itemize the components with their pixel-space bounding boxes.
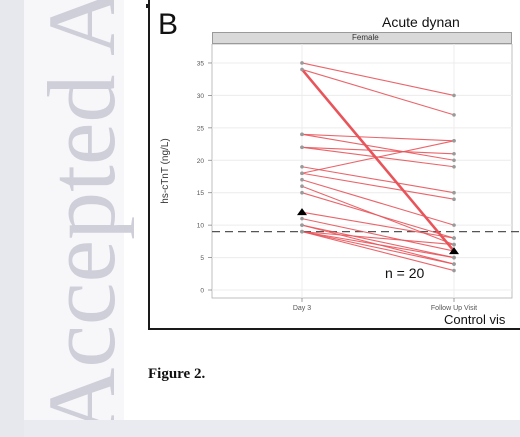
data-point <box>300 61 304 65</box>
y-tick-label: 15 <box>197 190 205 197</box>
x-tick-label: Day 3 <box>293 305 311 312</box>
data-point <box>452 151 456 156</box>
grid-layer <box>212 44 512 298</box>
data-point <box>452 262 456 266</box>
y-axis-label: hs-cTnT (ng/L) <box>160 138 171 203</box>
x-tick-label: Follow Up Visit <box>431 305 477 312</box>
facet-label: Female <box>352 33 379 42</box>
plot-title: Acute dynan <box>382 14 460 30</box>
data-point <box>452 236 456 240</box>
y-tick-label: 30 <box>197 93 205 100</box>
data-point <box>452 158 456 163</box>
data-point <box>452 268 456 273</box>
data-point <box>300 132 304 137</box>
line-chart: 0 5 10 15 20 25 30 35 Day 3 Follow Up Visit hs-c… <box>160 44 520 327</box>
series-line <box>301 166 455 194</box>
series-line <box>301 179 455 226</box>
series-line <box>301 146 455 155</box>
data-point <box>452 223 456 227</box>
data-point <box>452 93 456 98</box>
plot-area <box>211 44 513 299</box>
series-line <box>301 231 455 246</box>
series-line <box>301 211 455 239</box>
data-point <box>452 197 456 201</box>
x-axis-title: Control vis <box>444 312 506 327</box>
data-point <box>452 190 456 195</box>
panel-letter: B <box>158 8 179 41</box>
median-marker <box>449 247 459 255</box>
series-line <box>301 192 455 239</box>
median-marker <box>297 208 307 216</box>
y-tick-label: 10 <box>197 223 205 230</box>
y-tick-label: 5 <box>200 255 204 262</box>
y-tick-label: 35 <box>197 60 205 67</box>
n-annotation: n = 20 <box>385 265 425 281</box>
data-point <box>452 242 456 247</box>
series-line <box>301 231 455 259</box>
data-point <box>300 171 304 176</box>
bottom-bar <box>24 420 520 437</box>
watermark-label: Accepted Article <box>44 0 134 437</box>
data-point <box>300 216 304 221</box>
series-line <box>301 172 455 200</box>
watermark-gutter <box>24 0 124 437</box>
data-point <box>300 177 304 182</box>
data-point <box>452 164 456 169</box>
y-tick-label: 20 <box>197 158 205 165</box>
data-point <box>300 223 304 227</box>
series-line <box>301 218 455 252</box>
series-line <box>301 224 455 259</box>
data-point <box>300 190 304 195</box>
series-line <box>301 133 455 142</box>
data-point <box>452 139 456 143</box>
series-line <box>301 231 455 265</box>
series-line <box>301 62 455 96</box>
point-layer <box>297 61 459 273</box>
watermark-text: Accepted Article <box>44 0 134 437</box>
data-point <box>452 255 456 260</box>
median-line <box>301 68 455 252</box>
data-point <box>300 229 304 234</box>
facet-strip <box>212 32 512 44</box>
series-line <box>301 231 455 272</box>
series-line <box>301 133 455 161</box>
figure-caption: Figure 2. <box>148 366 206 382</box>
y-tick-label: 25 <box>197 125 205 132</box>
y-tick-label: 0 <box>200 288 204 295</box>
data-point <box>300 184 304 189</box>
x-axis: Day 3 Follow Up Visit <box>293 298 477 312</box>
series-line <box>301 140 455 174</box>
series-layer <box>301 62 455 272</box>
data-point <box>300 145 304 150</box>
left-margin-band <box>0 0 24 437</box>
series-line <box>301 68 455 116</box>
data-point <box>452 113 456 117</box>
data-point <box>300 164 304 169</box>
y-axis: 0 5 10 15 20 25 30 35 <box>197 60 212 295</box>
data-point <box>300 67 304 72</box>
